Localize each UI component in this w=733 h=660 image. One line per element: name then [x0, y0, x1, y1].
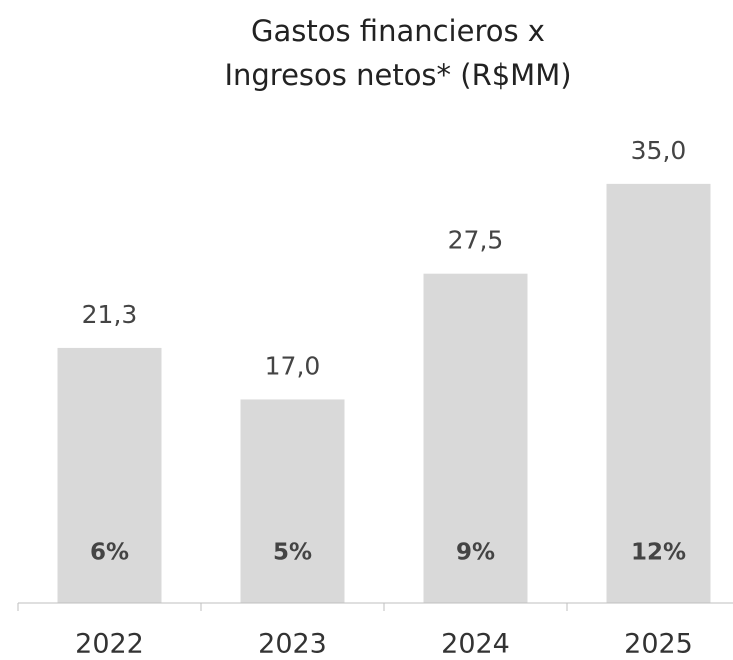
- chart-title: Gastos financieros x: [251, 14, 545, 48]
- ratio-label: 9%: [456, 540, 495, 566]
- bar: [606, 183, 711, 603]
- bar: [240, 399, 345, 603]
- ratio-label: 6%: [90, 540, 129, 566]
- chart-title: Ingresos netos* (R$MM): [224, 58, 571, 92]
- bar: [423, 273, 528, 603]
- value-label: 17,0: [265, 351, 321, 380]
- value-label: 27,5: [448, 226, 504, 255]
- value-label: 21,3: [82, 300, 138, 329]
- x-tick-label: 2025: [624, 629, 693, 660]
- value-label: 35,0: [631, 136, 687, 165]
- ratio-label: 12%: [631, 540, 686, 566]
- x-tick-label: 2023: [258, 629, 327, 660]
- x-tick-label: 2022: [75, 629, 144, 660]
- x-tick-label: 2024: [441, 629, 510, 660]
- bar: [57, 347, 162, 603]
- ratio-label: 5%: [273, 540, 312, 566]
